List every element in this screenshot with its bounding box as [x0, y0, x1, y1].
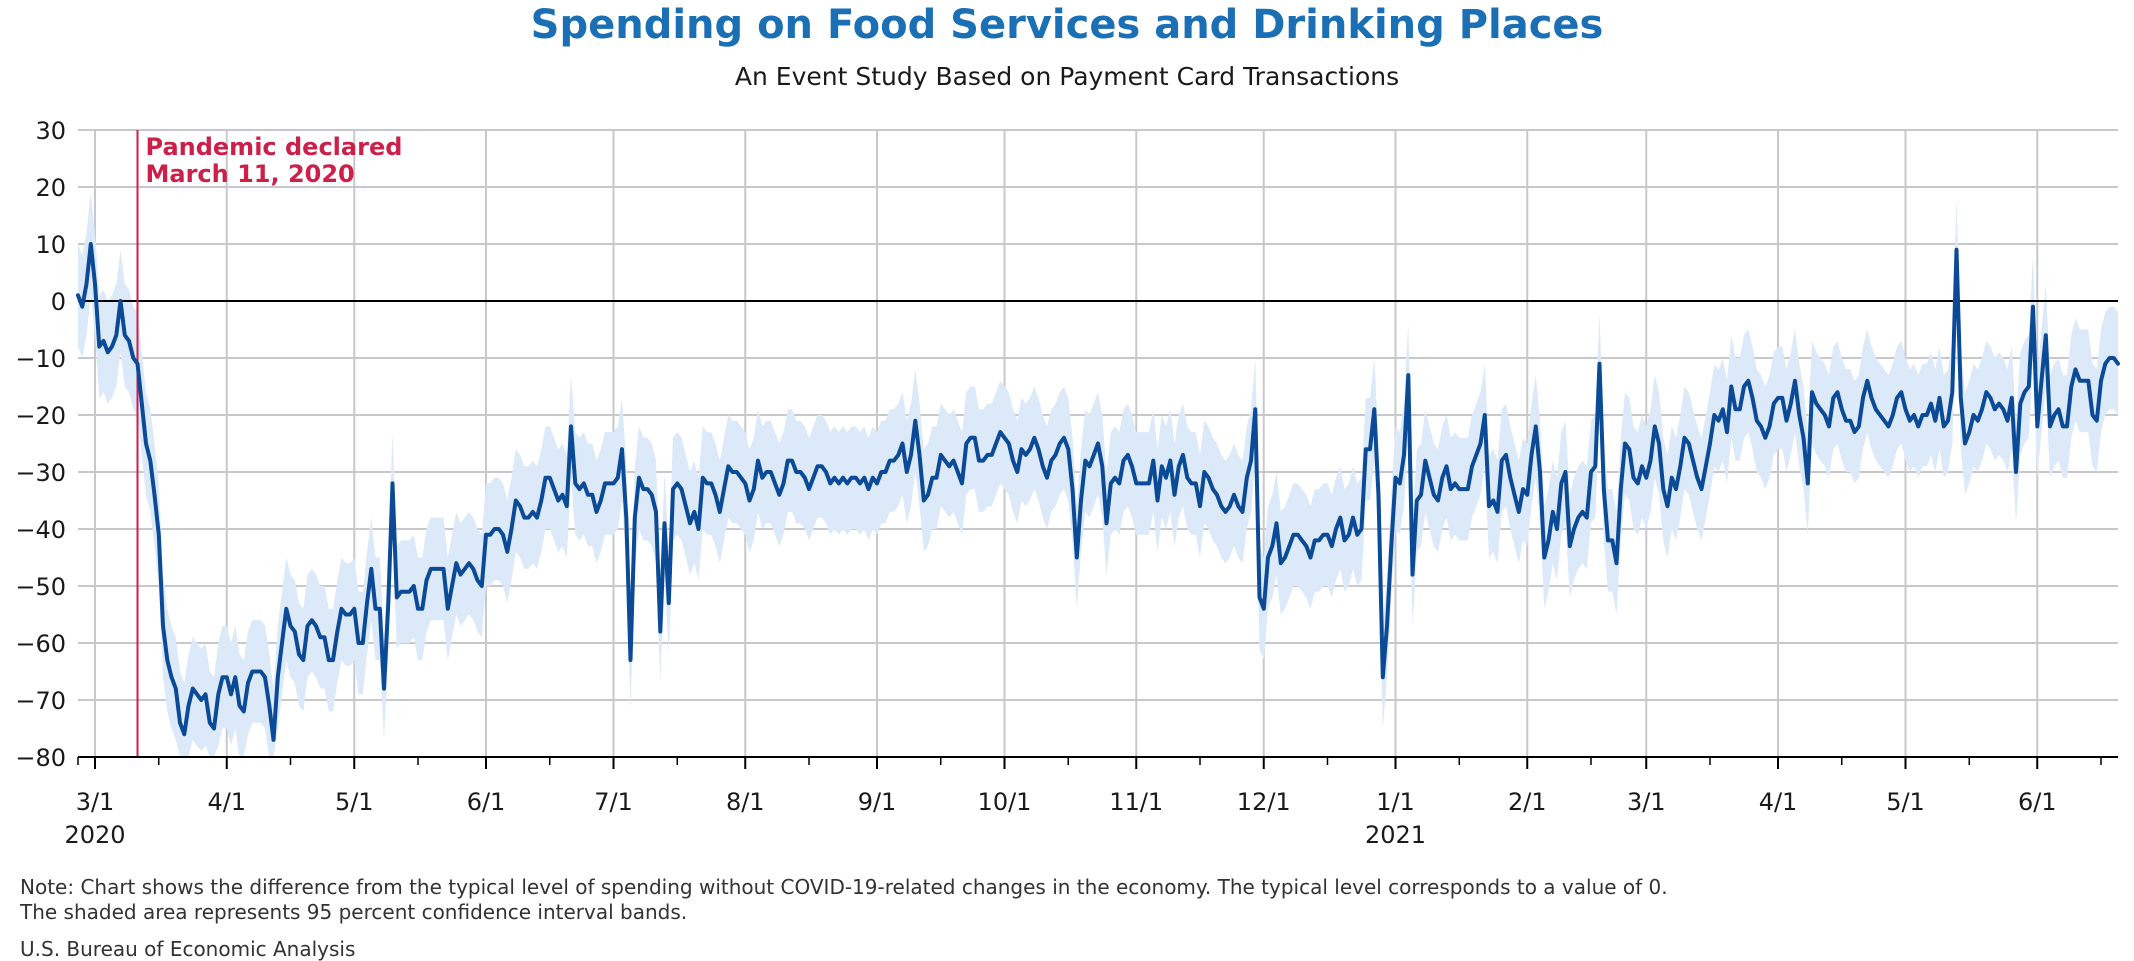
event-label-line-1: Pandemic declared [146, 133, 403, 161]
y-tick-label: −50 [15, 573, 66, 601]
chart-subtitle: An Event Study Based on Payment Card Tra… [734, 62, 1400, 91]
x-tick-label: 12/1 [1237, 788, 1291, 816]
x-tick-label: 9/1 [858, 788, 897, 816]
confidence-band-layer [78, 192, 2118, 757]
chart-title: Spending on Food Services and Drinking P… [530, 2, 1604, 48]
x-tick-label: 10/1 [978, 788, 1032, 816]
event-label-line-2: March 11, 2020 [146, 160, 355, 188]
y-tick-label: −10 [15, 345, 66, 373]
x-tick-label: 8/1 [726, 788, 765, 816]
y-tick-label: 30 [35, 117, 66, 145]
y-tick-label: −30 [15, 459, 66, 487]
series-line [76, 242, 2120, 742]
x-tick-label: 6/1 [2018, 788, 2057, 816]
x-tick-label: 4/1 [207, 788, 246, 816]
y-tick-label: 10 [35, 231, 66, 259]
chart-source: U.S. Bureau of Economic Analysis [20, 937, 356, 961]
y-tick-label: 0 [51, 288, 66, 316]
y-tick-label: 20 [35, 174, 66, 202]
x-tick-label: 1/1 [1376, 788, 1415, 816]
x-tick-label: 2/1 [1508, 788, 1547, 816]
series-line-layer [76, 242, 2120, 742]
x-tick-label: 3/1 [76, 788, 115, 816]
x-tick-label: 5/1 [335, 788, 374, 816]
y-tick-label: −60 [15, 630, 66, 658]
axis-layer: 30 20 10 0 −10 −20 −30 −40 −50 −60 −70 −80 3/1 2020 4/… [15, 117, 2118, 849]
y-tick-label: −70 [15, 687, 66, 715]
x-tick-label: 3/1 [1627, 788, 1666, 816]
x-tick-label: 11/1 [1109, 788, 1163, 816]
y-tick-label: −80 [15, 744, 66, 772]
x-tick-label: 5/1 [1886, 788, 1925, 816]
x-tick-label: 6/1 [467, 788, 506, 816]
x-year-label: 2021 [1365, 821, 1426, 849]
chart-note-line-1: Note: Chart shows the difference from th… [20, 875, 1668, 899]
x-year-label: 2020 [64, 821, 125, 849]
chart-note-line-2: The shaded area represents 95 percent co… [20, 900, 688, 924]
confidence-band [78, 192, 2118, 757]
y-tick-label: −20 [15, 402, 66, 430]
x-tick-label: 7/1 [594, 788, 633, 816]
x-tick-label: 4/1 [1759, 788, 1798, 816]
y-tick-label: −40 [15, 516, 66, 544]
